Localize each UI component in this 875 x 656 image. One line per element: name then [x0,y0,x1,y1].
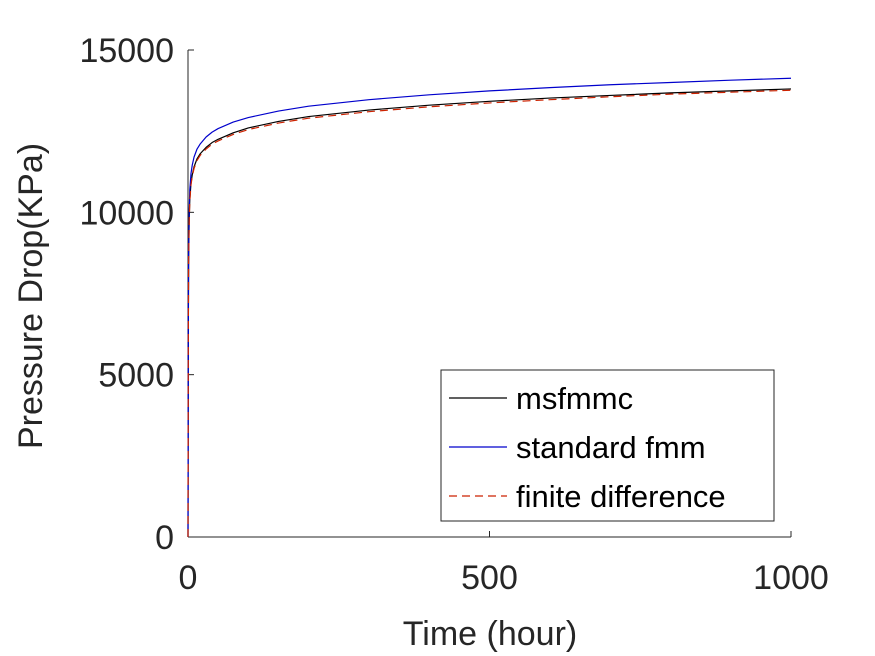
x-tick-label: 0 [179,559,198,597]
y-axis-title: Pressure Drop(KPa) [12,143,50,449]
y-tick-label: 10000 [79,194,174,232]
series-layer [187,77,792,538]
y-tick-label: 0 [155,519,174,557]
x-axis-title: Time (hour) [403,615,577,653]
legend-label: finite difference [516,479,726,514]
y-tick-label: 15000 [79,32,174,70]
legend-label: standard fmm [516,430,706,465]
y-tick-label: 5000 [98,357,174,395]
x-tick-label: 1000 [753,559,829,597]
legend-box [440,369,775,522]
legend-label: msfmmc [516,381,633,416]
series-line-finite-difference [187,89,792,538]
legend: msfmmc standard fmm finite difference [440,369,775,522]
x-tick-label: 500 [461,559,518,597]
series-line-standard-fmm [187,77,792,538]
